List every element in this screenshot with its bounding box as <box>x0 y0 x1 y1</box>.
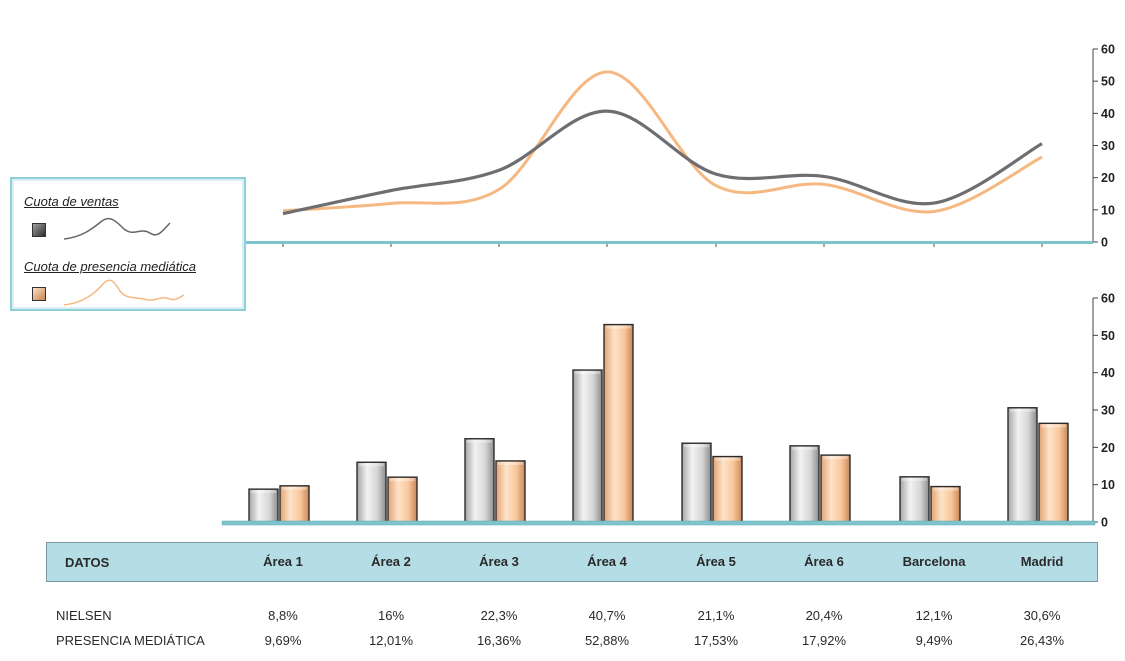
line-y-tick-label: 40 <box>1101 107 1115 121</box>
bar-sales <box>464 438 495 523</box>
line-y-tick-label: 60 <box>1101 43 1115 57</box>
line-y-tick-label: 30 <box>1101 139 1115 153</box>
line-y-tick-label: 20 <box>1101 171 1115 185</box>
table-col-header: Área 5 <box>696 554 736 569</box>
bar-sales <box>248 488 279 523</box>
bar-sales <box>356 461 387 523</box>
bar-sales <box>681 442 712 523</box>
table-col-header: Área 2 <box>371 554 411 569</box>
table-col-header: Madrid <box>1020 554 1064 569</box>
bar-media <box>387 476 418 523</box>
table-header-label: DATOS <box>65 555 110 570</box>
table-cell: 22,3% <box>480 608 518 623</box>
line-series-sales <box>282 109 1043 216</box>
bar-media <box>279 485 310 523</box>
line-x-axis <box>212 241 1093 244</box>
line-chart: 0 10 20 30 40 50 60 <box>212 43 1115 250</box>
bar-y-tick-label: 0 <box>1101 516 1108 530</box>
table-header: DATOS <box>46 542 1098 582</box>
bar-sales <box>899 476 930 523</box>
bar-media <box>603 323 634 523</box>
table-row-label: PRESENCIA MEDIÁTICA <box>56 633 205 648</box>
bar-y-tick-label: 60 <box>1101 292 1115 306</box>
table-cell: 12,01% <box>368 633 414 648</box>
legend-swatch-sales <box>32 223 46 237</box>
table-cell: 30,6% <box>1023 608 1061 623</box>
bar-y-tick-label: 20 <box>1101 441 1115 455</box>
table-col-header: Barcelona <box>902 554 966 569</box>
table-col-header: Área 4 <box>587 554 627 569</box>
bar-y-tick-label: 30 <box>1101 404 1115 418</box>
table-col-header: Área 1 <box>263 554 303 569</box>
table-cell: 21,1% <box>697 608 735 623</box>
bar-media <box>495 460 526 523</box>
table-col-header: Área 6 <box>804 554 844 569</box>
bar-media <box>1038 422 1069 523</box>
table-cell: 16,36% <box>476 633 522 648</box>
legend-line-sales <box>64 217 171 240</box>
table-cell: 9,49% <box>915 633 953 648</box>
bar-media <box>930 485 961 523</box>
table-cell: 20,4% <box>805 608 843 623</box>
table-cell: 12,1% <box>915 608 953 623</box>
table-cell: 17,92% <box>801 633 847 648</box>
table-cell: 9,69% <box>264 633 302 648</box>
line-y-tick-label: 10 <box>1101 203 1115 217</box>
bar-media <box>712 455 743 523</box>
table-cell: 40,7% <box>588 608 626 623</box>
table-cell: 8,8% <box>268 608 298 623</box>
bar-chart: 0 10 20 30 40 50 60 <box>221 292 1115 530</box>
legend-label-sales: Cuota de ventas <box>24 194 119 209</box>
legend-line-media <box>64 279 185 306</box>
table-cell: 52,88% <box>584 633 630 648</box>
bar-y-tick-label: 50 <box>1101 329 1115 343</box>
table-col-header: Área 3 <box>479 554 519 569</box>
line-series-media <box>282 70 1043 214</box>
legend: Cuota de ventas Cuota de presencia mediá… <box>10 177 246 311</box>
bar-sales <box>572 369 603 523</box>
table-cell: 16% <box>377 608 405 623</box>
bar-y-tick-label: 10 <box>1101 478 1115 492</box>
bar-sales <box>1007 407 1038 523</box>
table-cell: 17,53% <box>693 633 739 648</box>
legend-label-media: Cuota de presencia mediática <box>24 259 196 274</box>
line-y-tick-label: 50 <box>1101 75 1115 89</box>
bar-sales <box>789 445 820 523</box>
bar-x-axis <box>221 520 1096 526</box>
bar-y-tick-label: 40 <box>1101 366 1115 380</box>
legend-swatch-media <box>32 287 46 301</box>
bar-media <box>820 454 851 523</box>
table-row-label: NIELSEN <box>56 608 112 623</box>
table-cell: 26,43% <box>1019 633 1065 648</box>
line-y-tick-label: 0 <box>1101 236 1108 250</box>
